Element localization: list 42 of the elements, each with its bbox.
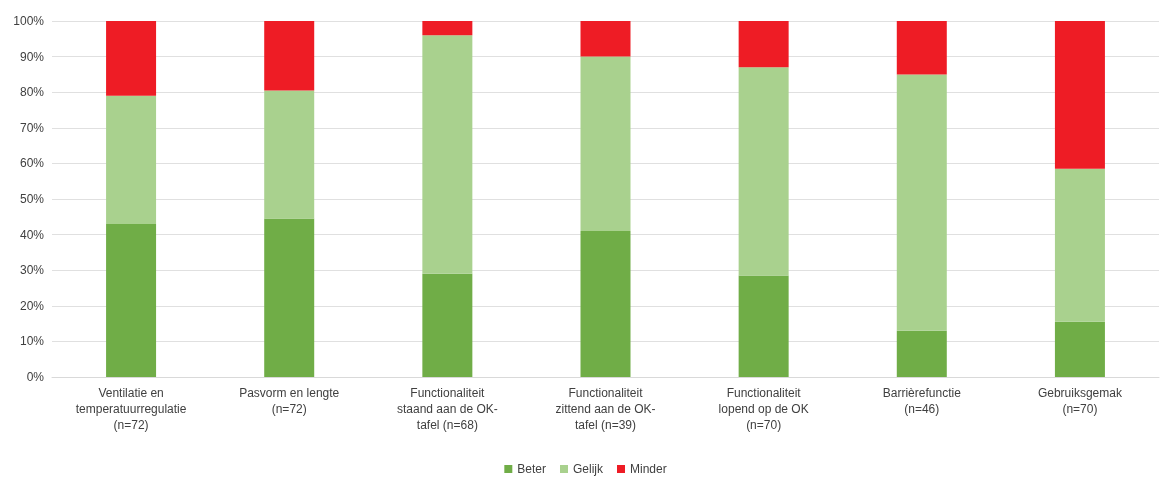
legend-label: Beter (517, 462, 546, 476)
bar (106, 223, 157, 377)
bar (106, 21, 157, 96)
y-tick-label: 90% (19, 49, 45, 64)
bar (580, 231, 631, 377)
y-tick-label: 70% (19, 120, 45, 135)
bar (1054, 21, 1105, 169)
bar (580, 56, 631, 232)
y-tick-label: 80% (19, 85, 45, 100)
x-tick-label: Functionaliteit staand aan de OK- tafel (n=68) (396, 386, 498, 432)
y-tick-label: 60% (19, 156, 45, 171)
x-tick-label: Pasvorm en lengte (n=72) (239, 386, 340, 416)
x-tick-label: Ventilatie en temperatuurregulatie (n=72) (75, 386, 187, 432)
bar (1054, 168, 1105, 322)
legend-label: Gelijk (573, 462, 604, 476)
bar (422, 273, 473, 377)
legend-label: Minder (630, 462, 667, 476)
bar (738, 275, 789, 377)
bar (422, 35, 473, 274)
bar (264, 218, 315, 377)
x-tick-label: Functionaliteit lopend op de OK (n=70) (718, 386, 809, 432)
y-tick-label: 100% (13, 14, 45, 28)
bar (896, 74, 947, 331)
bar (1054, 321, 1105, 377)
y-tick-label: 40% (19, 227, 45, 242)
y-tick-label: 20% (19, 298, 45, 313)
y-tick-label: 10% (19, 334, 45, 349)
bar (896, 330, 947, 377)
y-tick-label: 30% (19, 263, 45, 278)
bar (738, 67, 789, 276)
bar (264, 90, 315, 219)
bar (422, 21, 473, 36)
y-tick-label: 0% (26, 370, 45, 384)
bar (106, 95, 157, 224)
x-tick-label: Functionaliteit zittend aan de OK- tafel (n=39) (555, 386, 656, 432)
bar (896, 21, 947, 75)
x-tick-label: Barrièrefunctie (n=46) (882, 386, 962, 416)
x-tick-label: Gebruiksgemak (n=70) (1037, 386, 1123, 416)
y-tick-label: 50% (19, 192, 45, 206)
bar (738, 21, 789, 68)
bar (264, 21, 315, 91)
bar (580, 21, 631, 57)
